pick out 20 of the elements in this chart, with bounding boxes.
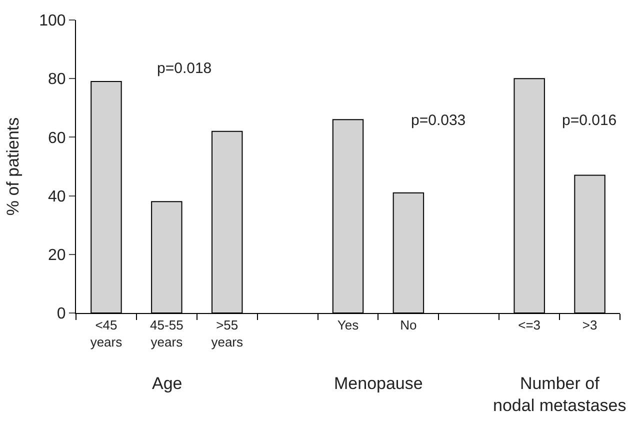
y-tick-label: 60 xyxy=(48,130,66,147)
y-tick-label: 100 xyxy=(39,12,66,30)
x-tick-label: <=3 xyxy=(518,318,541,333)
text: Menopause xyxy=(334,374,423,393)
y-tick-label: 20 xyxy=(48,247,66,264)
x-tick-label: >3 xyxy=(582,318,598,333)
x-tick-label: Yes xyxy=(337,318,360,333)
x-tick-label: >55 years xyxy=(211,318,244,350)
annotation: p=0.018 xyxy=(157,60,212,77)
text: Number of nodal metastases xyxy=(493,374,626,416)
x-tick-label: 45-55 years xyxy=(150,318,184,350)
annotation: p=0.016 xyxy=(562,112,617,129)
y-tick-label: 0 xyxy=(56,306,66,323)
x-tick-label: No xyxy=(400,318,417,333)
text: Age xyxy=(152,374,182,393)
y-tick-label: 40 xyxy=(48,188,66,206)
x-tick-label: <45 years xyxy=(90,318,123,350)
y-axis-title: % of patients xyxy=(4,117,23,216)
annotation: p=0.033 xyxy=(411,112,466,129)
y-tick-label: 80 xyxy=(48,71,66,88)
